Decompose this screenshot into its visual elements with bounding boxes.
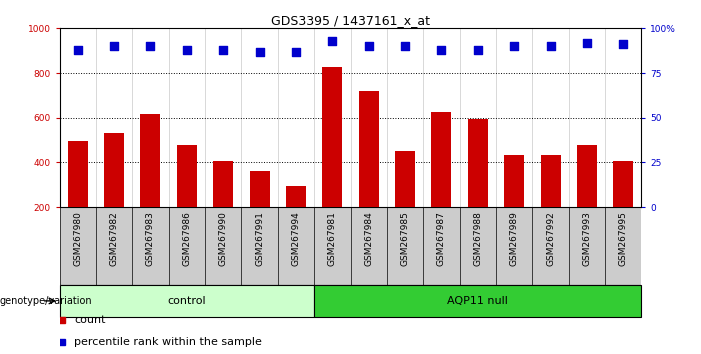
Bar [431, 112, 451, 207]
Bar [540, 155, 561, 207]
Text: GSM267990: GSM267990 [219, 211, 228, 266]
Bar [322, 67, 342, 207]
Point [290, 49, 301, 55]
Point [327, 38, 338, 44]
Text: GSM267989: GSM267989 [510, 211, 519, 266]
Text: count: count [74, 315, 106, 325]
Text: GSM267982: GSM267982 [109, 211, 118, 266]
Text: GSM267993: GSM267993 [583, 211, 592, 266]
Text: GSM267988: GSM267988 [473, 211, 482, 266]
Bar [395, 151, 415, 207]
Point [72, 47, 83, 53]
Text: GSM267992: GSM267992 [546, 211, 555, 266]
Text: GSM267991: GSM267991 [255, 211, 264, 266]
Bar [60, 285, 314, 317]
Point [363, 43, 374, 49]
Text: control: control [168, 296, 206, 306]
Text: GSM267986: GSM267986 [182, 211, 191, 266]
Bar [68, 141, 88, 207]
Text: GSM267985: GSM267985 [400, 211, 409, 266]
Point [436, 47, 447, 53]
Text: GSM267983: GSM267983 [146, 211, 155, 266]
Bar [613, 161, 633, 207]
Text: GSM267981: GSM267981 [328, 211, 336, 266]
Point [581, 40, 592, 45]
Point [545, 43, 556, 49]
Bar [577, 144, 597, 207]
Point [508, 43, 519, 49]
Text: GSM267995: GSM267995 [619, 211, 627, 266]
Bar [468, 119, 488, 207]
Point [400, 43, 411, 49]
Text: GSM267987: GSM267987 [437, 211, 446, 266]
Point [182, 47, 193, 53]
Text: AQP11 null: AQP11 null [447, 296, 508, 306]
Point [254, 49, 265, 55]
Text: genotype/variation: genotype/variation [0, 296, 93, 306]
Point [217, 47, 229, 53]
Text: GSM267984: GSM267984 [365, 211, 373, 266]
Bar [314, 285, 641, 317]
Bar [286, 186, 306, 207]
Text: GSM267980: GSM267980 [74, 211, 82, 266]
Text: percentile rank within the sample: percentile rank within the sample [74, 337, 262, 347]
Text: GSM267994: GSM267994 [292, 211, 301, 266]
Bar [177, 144, 197, 207]
Point [618, 41, 629, 47]
Point [145, 43, 156, 49]
Point [109, 43, 120, 49]
Bar [213, 161, 233, 207]
Title: GDS3395 / 1437161_x_at: GDS3395 / 1437161_x_at [271, 14, 430, 27]
Bar [140, 114, 161, 207]
Point [472, 47, 484, 53]
Bar [104, 133, 124, 207]
Bar [504, 155, 524, 207]
Bar [359, 91, 379, 207]
Bar [250, 171, 270, 207]
